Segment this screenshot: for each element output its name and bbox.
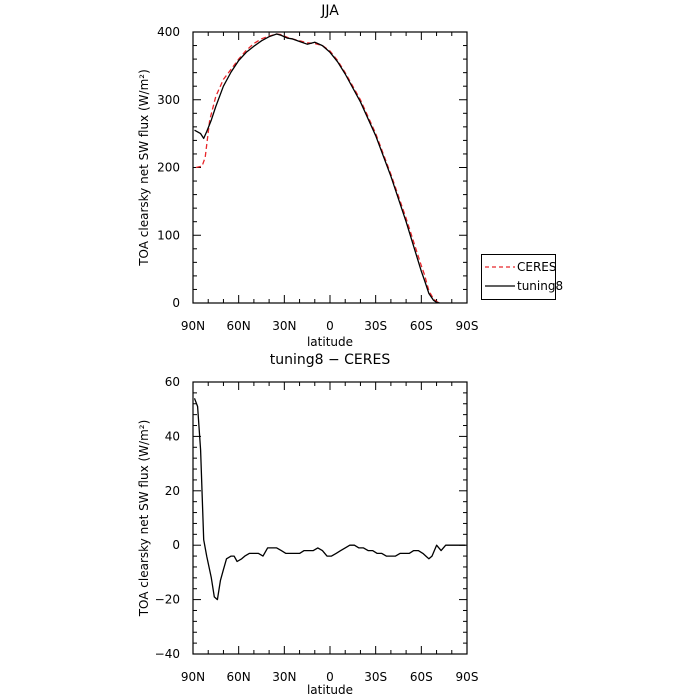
panel2-series-difference-line — [193, 398, 466, 601]
panel2-x-axis-label: latitude — [307, 683, 353, 697]
panel1-x-tick-label: 60N — [227, 319, 251, 333]
panel2-y-tick-label: −20 — [155, 593, 180, 607]
legend: CERES tuning8 — [481, 254, 563, 300]
panel2-x-tick-label: 30S — [364, 670, 387, 684]
panel2-plot-frame — [192, 381, 468, 655]
panel2-y-tick-label: 20 — [165, 484, 180, 498]
legend-label-ceres: CERES — [517, 260, 557, 274]
panel1-y-tick-label: 0 — [172, 296, 180, 310]
panel1-y-tick-label: 200 — [157, 161, 180, 175]
panel1-x-tick-label: 90N — [181, 319, 205, 333]
panel1-x-tick-label: 30S — [364, 319, 387, 333]
panel2-y-axis-label: TOA clearsky net SW flux (W/m²) — [137, 420, 151, 618]
panel1-series-ceres-line — [195, 33, 440, 304]
panel2-x-tick-label: 60S — [410, 670, 433, 684]
legend-item-tuning8: tuning8 — [485, 277, 563, 295]
panel1-plot-frame — [192, 31, 468, 304]
panel2-title: tuning8 − CERES — [270, 352, 391, 368]
panel1-title: JJA — [320, 3, 339, 19]
panel2-y-tick-label: −40 — [155, 647, 180, 661]
panel1-x-tick-label: 90S — [456, 319, 479, 333]
panel1-x-tick-label: 0 — [326, 319, 334, 333]
panel2-y-tick-label: 40 — [165, 429, 180, 443]
panel2-y-tick-label: 60 — [165, 375, 180, 389]
panel1-x-axis-label: latitude — [307, 335, 353, 349]
legend-swatch-dashed-red — [485, 266, 515, 268]
legend-swatch-solid-black — [485, 285, 515, 287]
panel1-y-tick-label: 400 — [157, 25, 180, 39]
legend-item-ceres: CERES — [485, 258, 557, 276]
panel2-x-tick-label: 30N — [272, 670, 296, 684]
panel2-x-tick-label: 0 — [326, 670, 334, 684]
panel1-y-tick-label: 300 — [157, 93, 180, 107]
legend-label-tuning8: tuning8 — [517, 279, 564, 293]
panel1-y-axis-label: TOA clearsky net SW flux (W/m²) — [137, 69, 151, 267]
panel1-y-tick-label: 100 — [157, 228, 180, 242]
panel2-x-tick-label: 90N — [181, 670, 205, 684]
panel1-series-tuning8-line — [194, 33, 440, 304]
panel2-x-tick-label: 60N — [227, 670, 251, 684]
panel2-y-tick-label: 0 — [172, 538, 180, 552]
panel1-x-tick-label: 60S — [410, 319, 433, 333]
panel1-x-tick-label: 30N — [272, 319, 296, 333]
panel2-x-tick-label: 90S — [456, 670, 479, 684]
